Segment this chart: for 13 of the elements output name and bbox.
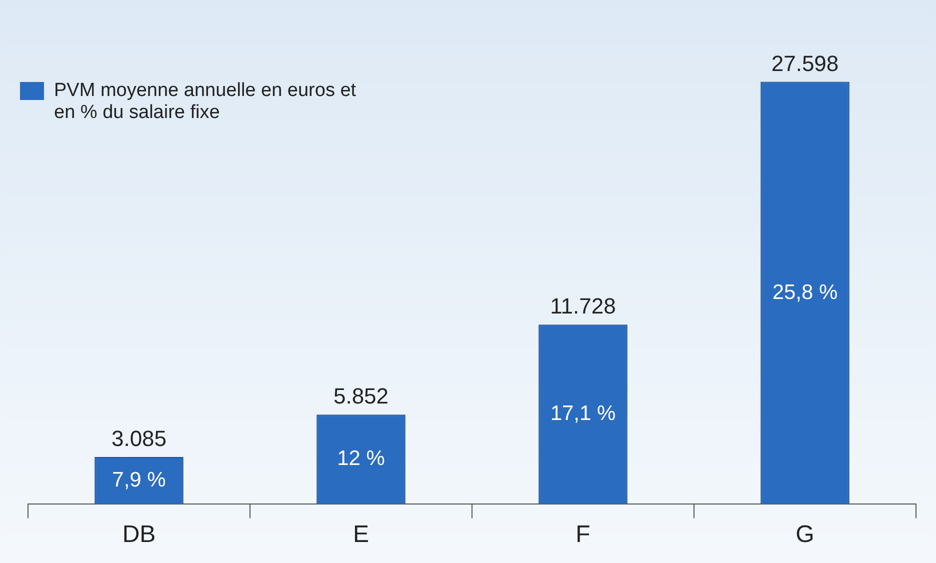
x-tick-label: DB	[122, 521, 156, 548]
data-label: 3.085	[111, 426, 167, 452]
x-tick-label: F	[576, 521, 590, 548]
annotation: 25,8 %	[772, 280, 838, 304]
x-tick-label: E	[352, 521, 370, 548]
annotation: 17,1 %	[550, 402, 616, 426]
data-label: 5.852	[333, 384, 389, 409]
legend-label: PVM moyenne annuelle en euros et en % du salaire fixe	[54, 80, 358, 124]
data-label: 27.598	[771, 50, 839, 76]
x-tick-label: G	[796, 521, 814, 548]
data-label: 11.728	[550, 294, 616, 319]
annotation: 7,9 %	[112, 468, 166, 492]
annotation: 12 %	[337, 447, 385, 470]
